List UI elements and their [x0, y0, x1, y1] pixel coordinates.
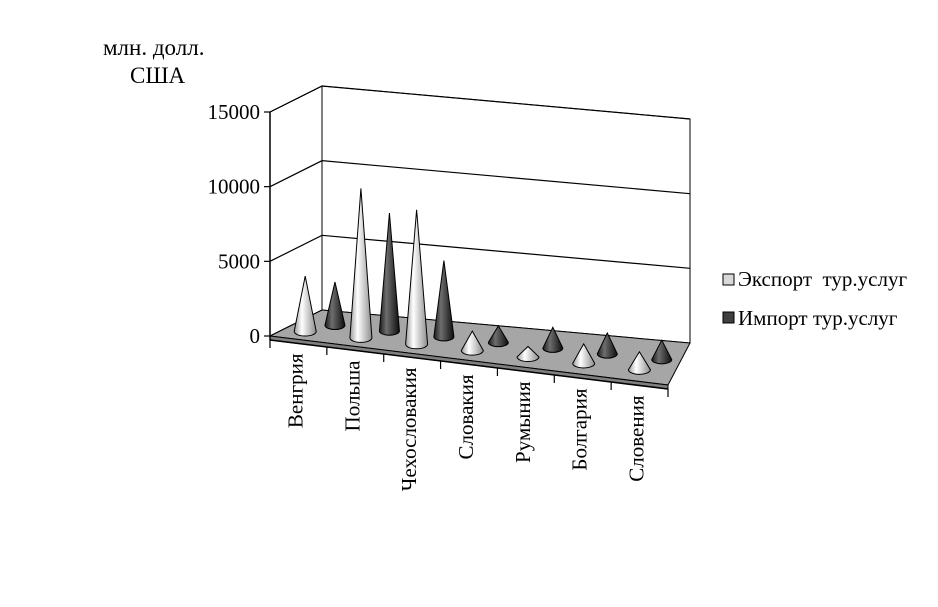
x-category-label: Венгрия: [283, 353, 307, 428]
side-wall: [269, 85, 323, 337]
gridline: [269, 160, 691, 195]
cone-0-1: [349, 188, 373, 343]
unit-label-line1: млн. долл.: [103, 35, 204, 60]
y-tick-labels: 0 5000 10000 15000: [208, 100, 261, 348]
cone-1-2: [433, 260, 455, 342]
x-category-label: Словакия: [454, 374, 478, 459]
x-category-label: Болгария: [568, 388, 592, 470]
x-category-label: Словения: [625, 395, 649, 482]
axes: [264, 111, 669, 397]
y-tick-label: 0: [250, 324, 261, 348]
gridlines: [269, 85, 691, 269]
gridline: [269, 85, 691, 120]
x-category-labels: Венгрия Польша Чехословакия Словакия Румыния…: [283, 353, 648, 491]
cone-0-6: [627, 350, 651, 375]
gridline: [269, 234, 691, 269]
cone-1-4: [542, 326, 564, 353]
cone-0-4: [516, 345, 540, 363]
series-cones-1: [324, 212, 673, 365]
cone-0-0: [293, 276, 317, 337]
y-tick-label: 15000: [208, 100, 261, 124]
x-category-label: Чехословакия: [397, 367, 421, 491]
cone-0-3: [460, 330, 484, 356]
legend-label-export: Экспорт тур.услуг: [738, 267, 907, 291]
legend-swatch-import: [722, 311, 735, 324]
cone-0-2: [405, 209, 429, 350]
legend-label-import: Импорт тур.услуг: [738, 306, 898, 330]
legend-swatch-export: [722, 273, 735, 286]
data-cones: [293, 188, 673, 375]
x-axis-line: [269, 339, 669, 390]
legend: Экспорт тур.услуг Импорт тур.услуг: [722, 267, 907, 330]
cone-1-5: [596, 331, 618, 359]
x-category-label: Румыния: [511, 381, 535, 463]
cone-1-1: [378, 212, 400, 336]
unit-label-line2: США: [130, 63, 186, 88]
y-tick-label: 10000: [208, 175, 261, 199]
back-wall: [321, 85, 691, 344]
x-category-label: Польша: [340, 360, 364, 432]
cone-1-6: [651, 339, 673, 365]
cone-1-3: [487, 325, 509, 348]
y-tick-label: 5000: [218, 249, 260, 273]
series-cones-0: [293, 188, 651, 375]
cone-1-0: [324, 281, 346, 330]
cone-0-5: [572, 342, 596, 369]
